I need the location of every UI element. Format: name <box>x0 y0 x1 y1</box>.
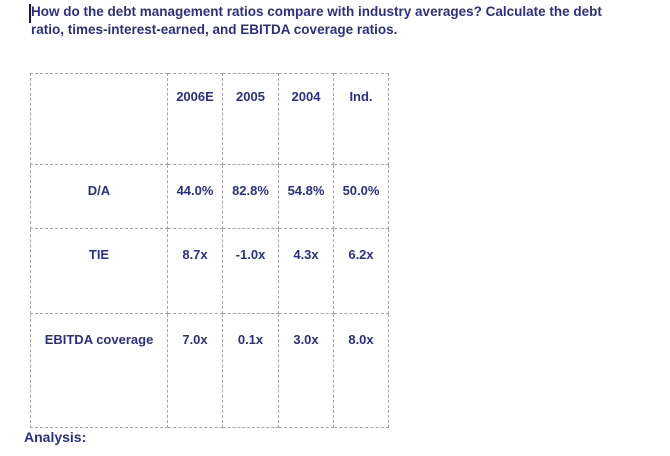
column-header-2006e[interactable]: 2006E <box>167 73 223 165</box>
row-label-ebitda[interactable]: EBITDA coverage <box>30 313 168 428</box>
cell-da-2005[interactable]: 82.8% <box>222 164 279 229</box>
text-cursor <box>29 4 31 23</box>
cell-tie-2005[interactable]: -1.0x <box>222 228 279 314</box>
cell-tie-2004[interactable]: 4.3x <box>278 228 334 314</box>
row-label-da[interactable]: D/A <box>30 164 168 229</box>
column-header-ind[interactable]: Ind. <box>333 73 389 165</box>
cell-tie-ind[interactable]: 6.2x <box>333 228 389 314</box>
question-title-line1: How do the debt management ratios compar… <box>31 4 602 19</box>
cell-tie-2006e[interactable]: 8.7x <box>167 228 223 314</box>
table-corner-cell[interactable] <box>30 73 168 165</box>
question-title-line2: ratio, times-interest-earned, and EBITDA… <box>31 22 398 37</box>
table-header-row: 2006E 2005 2004 Ind. <box>30 73 389 165</box>
question-title[interactable]: How do the debt management ratios compar… <box>31 3 663 39</box>
cell-ebitda-2006e[interactable]: 7.0x <box>167 313 223 428</box>
cell-ebitda-2005[interactable]: 0.1x <box>222 313 279 428</box>
row-label-tie[interactable]: TIE <box>30 228 168 314</box>
table-row-tie: TIE 8.7x -1.0x 4.3x 6.2x <box>30 228 389 314</box>
debt-ratios-table: 2006E 2005 2004 Ind. D/A 44.0% 82.8% 54.… <box>30 73 389 428</box>
table-row-ebitda: EBITDA coverage 7.0x 0.1x 3.0x 8.0x <box>30 313 389 428</box>
table-row-da: D/A 44.0% 82.8% 54.8% 50.0% <box>30 164 389 229</box>
cell-da-ind[interactable]: 50.0% <box>333 164 389 229</box>
cell-da-2004[interactable]: 54.8% <box>278 164 334 229</box>
column-header-2004[interactable]: 2004 <box>278 73 334 165</box>
cell-da-2006e[interactable]: 44.0% <box>167 164 223 229</box>
cell-ebitda-ind[interactable]: 8.0x <box>333 313 389 428</box>
cell-ebitda-2004[interactable]: 3.0x <box>278 313 334 428</box>
analysis-label[interactable]: Analysis: <box>24 429 87 445</box>
column-header-2005[interactable]: 2005 <box>222 73 279 165</box>
